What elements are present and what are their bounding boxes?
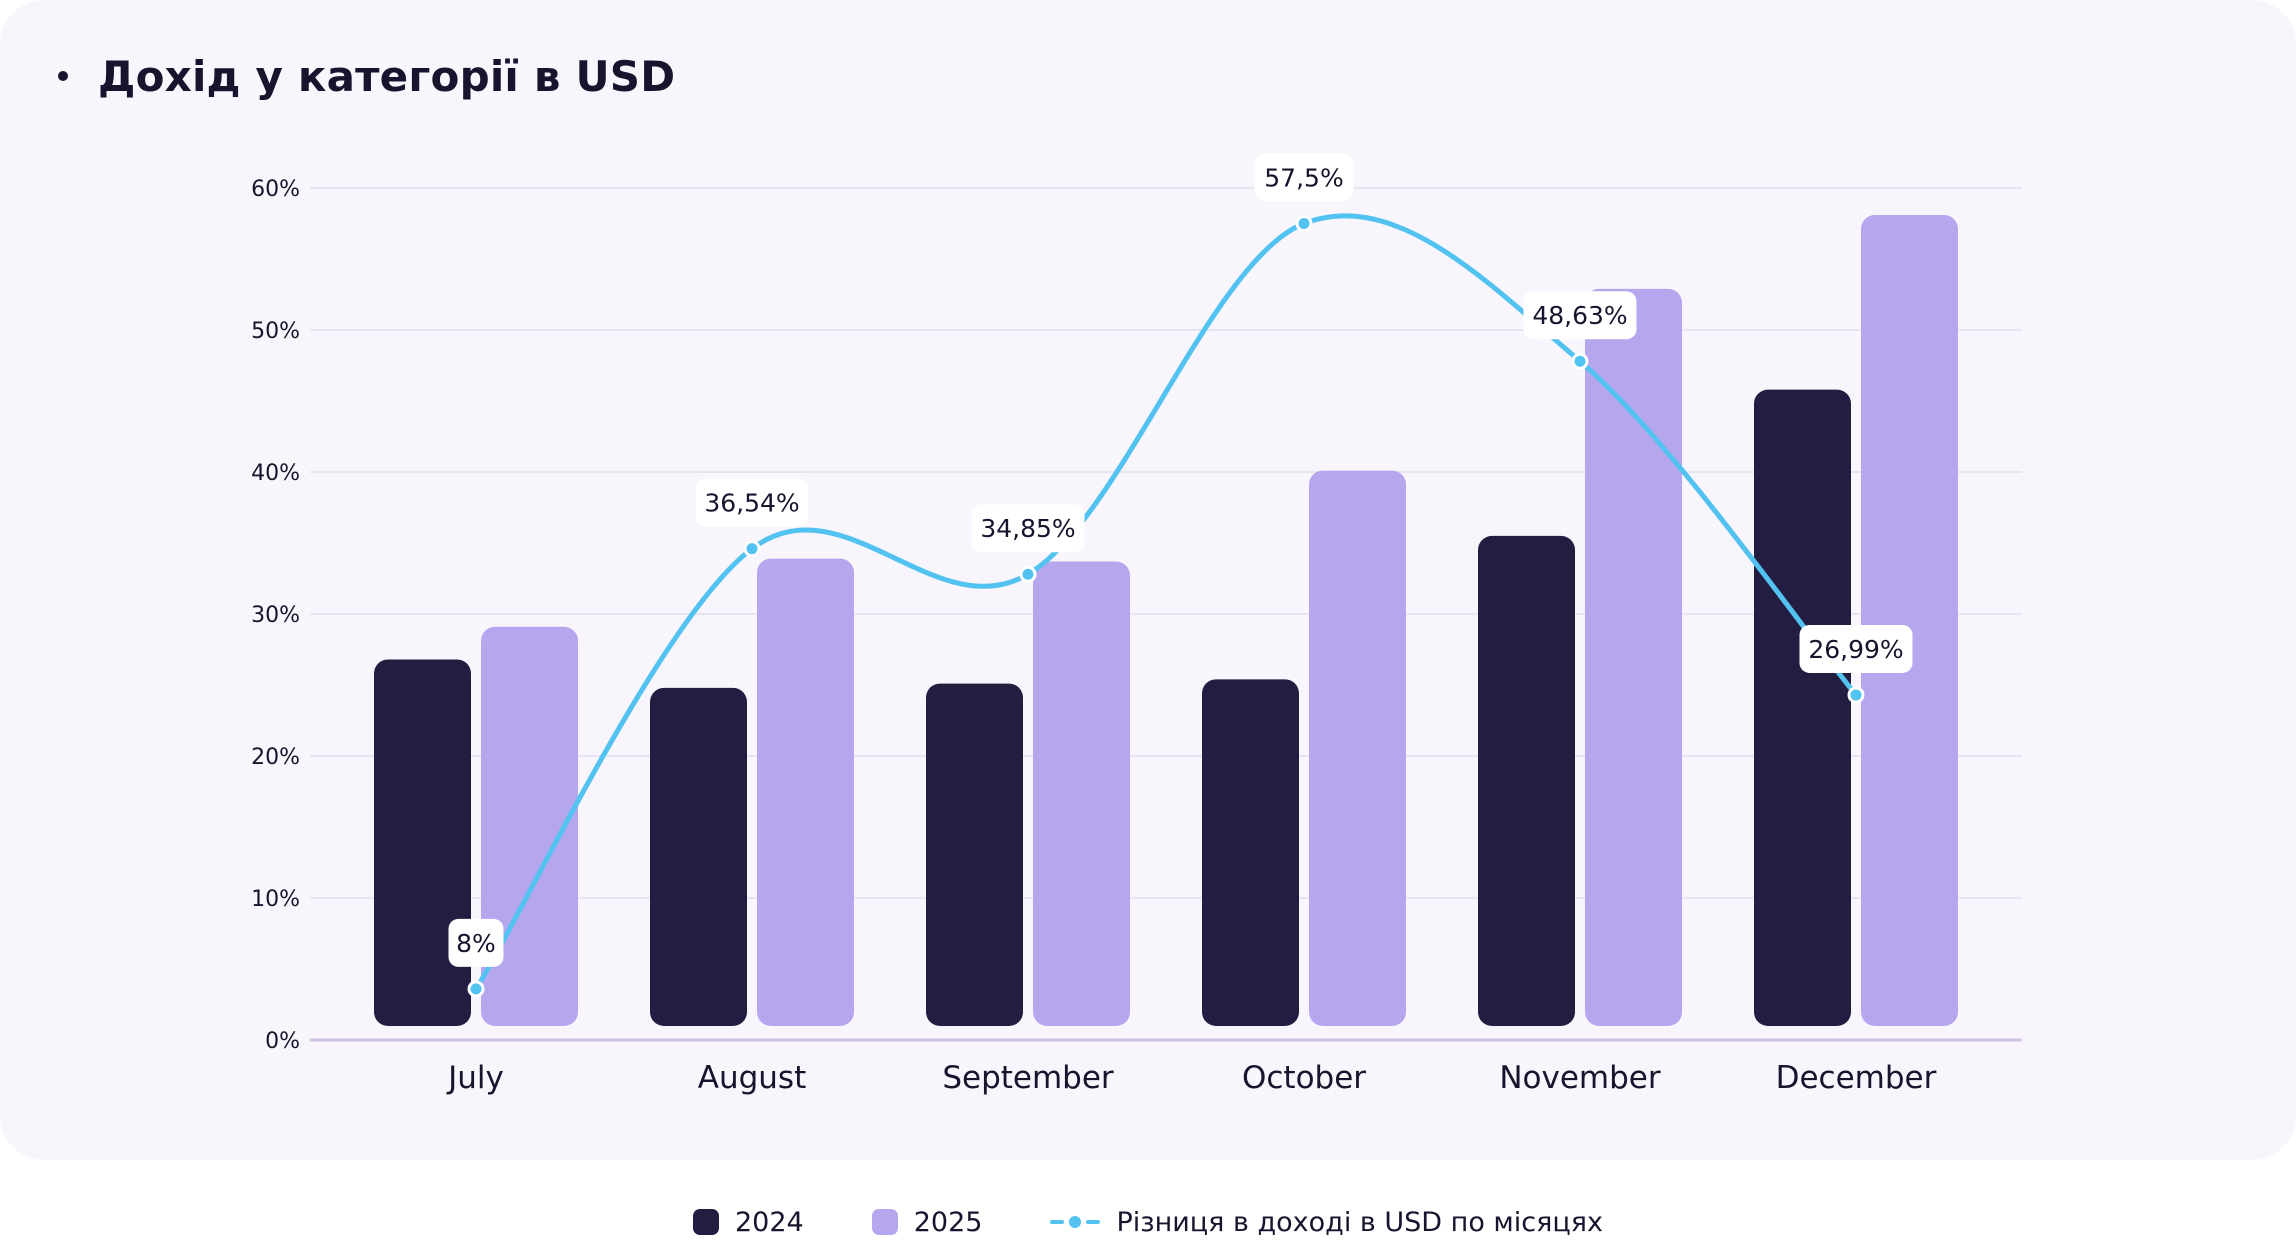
chart-header: Дохід у категорії в USD xyxy=(58,44,675,108)
bar-2024-september[interactable] xyxy=(926,683,1023,1026)
x-axis-tick-labels: July August September October November Decemb… xyxy=(446,1060,1936,1096)
y-tick-label: 60% xyxy=(251,177,300,202)
y-axis-tick-labels: 0% 10% 20% 30% 40% 50% 60% xyxy=(251,177,300,1054)
x-tick-label-october: October xyxy=(1242,1060,1366,1096)
data-labels: 8% 36,54% 34,85% 57,5% 48,63% 26,99% xyxy=(448,153,1913,998)
data-label-text: 8% xyxy=(456,929,496,958)
data-label-box xyxy=(1799,624,1913,673)
data-label-text: 57,5% xyxy=(1264,164,1343,193)
y-tick-label: 10% xyxy=(251,887,300,912)
bars xyxy=(374,214,1958,1027)
x-tick-label-august: August xyxy=(698,1060,807,1096)
bar-2025-november[interactable] xyxy=(1585,288,1682,1026)
data-label-box xyxy=(1523,291,1637,340)
line-point-november[interactable] xyxy=(1571,352,1589,370)
y-tick-label: 50% xyxy=(251,319,300,344)
bullet-icon xyxy=(58,71,68,81)
bar-2025-december[interactable] xyxy=(1861,214,1958,1027)
difference-line-path xyxy=(473,213,1859,992)
bar-2024-december[interactable] xyxy=(1754,389,1851,1026)
legend-swatch-2025 xyxy=(871,1209,898,1235)
data-label-september: 34,85% xyxy=(971,504,1085,553)
line-point-september[interactable] xyxy=(1019,565,1037,583)
legend-item-2024[interactable]: 2024 xyxy=(693,1207,804,1238)
chart-legend: 2024 2025 Різниця в доході в USD по міся… xyxy=(0,1196,2296,1248)
bar-2025-october[interactable] xyxy=(1309,470,1406,1027)
data-label-text: 34,85% xyxy=(980,514,1075,543)
bar-2024-october[interactable] xyxy=(1202,679,1299,1026)
data-label-text: 48,63% xyxy=(1532,301,1627,330)
data-label-december: 26,99% xyxy=(1799,624,1913,673)
data-label-november: 48,63% xyxy=(1523,291,1637,340)
bar-2025-july[interactable] xyxy=(481,626,578,1026)
legend-item-2025[interactable]: 2025 xyxy=(871,1206,983,1238)
grid-lines xyxy=(310,187,2022,1042)
legend-item-difference[interactable]: Різниця в доході в USD по місяцях xyxy=(1050,1207,1603,1238)
data-label-box xyxy=(971,504,1085,553)
data-label-box xyxy=(1254,153,1354,202)
y-tick-label: 0% xyxy=(265,1029,300,1054)
line-point-august[interactable] xyxy=(743,540,761,558)
data-label-text: 36,54% xyxy=(704,489,799,518)
bar-line-chart: 0% 10% 20% 30% 40% 50% 60% July August September… xyxy=(251,153,2022,1096)
data-label-august: 36,54% xyxy=(695,478,809,527)
y-tick-label: 40% xyxy=(251,461,300,486)
data-label-july: 8% xyxy=(448,918,504,967)
bar-2024-july[interactable] xyxy=(374,659,471,1026)
line-point-october[interactable] xyxy=(1295,215,1313,232)
data-label-box xyxy=(448,918,504,967)
x-tick-label-december: December xyxy=(1776,1060,1937,1096)
line-point-july[interactable] xyxy=(467,980,485,998)
data-label-october: 57,5% xyxy=(1254,153,1354,202)
bar-2025-august[interactable] xyxy=(757,558,854,1026)
legend-label-2025: 2025 xyxy=(913,1206,983,1238)
data-label-box xyxy=(695,478,809,527)
bar-2024-august[interactable] xyxy=(650,687,747,1026)
legend-swatch-line xyxy=(1050,1215,1101,1229)
legend-swatch-2024 xyxy=(693,1209,719,1235)
y-tick-label: 20% xyxy=(251,745,300,770)
difference-line xyxy=(473,213,1859,992)
x-tick-label-september: September xyxy=(942,1060,1114,1096)
line-point-december[interactable] xyxy=(1847,686,1865,704)
legend-label-2024: 2024 xyxy=(735,1206,804,1238)
x-tick-label-november: November xyxy=(1499,1060,1661,1096)
bar-2024-november[interactable] xyxy=(1478,535,1575,1026)
bar-2025-september[interactable] xyxy=(1033,561,1130,1026)
chart-title: Дохід у категорії в USD xyxy=(98,51,676,101)
y-tick-label: 30% xyxy=(251,603,300,628)
legend-label-difference: Різниця в доході в USD по місяцях xyxy=(1116,1206,1603,1238)
x-tick-label-july: July xyxy=(446,1060,504,1096)
data-label-text: 26,99% xyxy=(1808,635,1903,664)
